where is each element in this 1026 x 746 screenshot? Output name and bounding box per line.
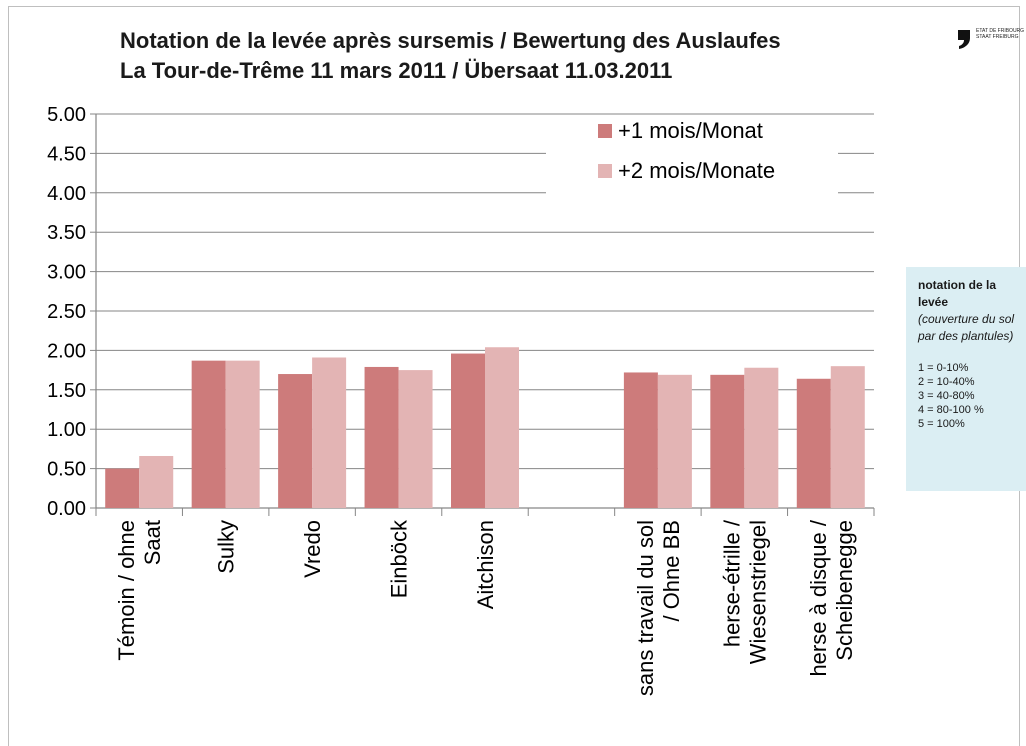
info-box-scale: 1 = 0-10% 2 = 10-40% 3 = 40-80% 4 = 80-1…: [918, 361, 1018, 431]
logo-text-line2: STAAT FREIBURG: [976, 34, 1019, 40]
bar: [278, 374, 313, 508]
canton-logo: ETAT DE FRIBOURG STAAT FREIBURG: [956, 28, 1026, 58]
x-tick-label: Aitchison: [473, 520, 498, 609]
bar: [191, 360, 226, 508]
y-tick-label: 1.00: [47, 419, 86, 441]
chart-subtitle: La Tour-de-Trême 11 mars 2011 / Übersaat…: [120, 58, 673, 83]
info-box-title: notation de la levée: [918, 278, 996, 309]
x-tick-label: / Ohne BB: [659, 520, 684, 622]
y-tick-label: 4.50: [47, 143, 86, 165]
info-box-description: (couverture du sol par des plantules): [918, 312, 1015, 343]
x-tick-label: herse-étrille /: [719, 519, 744, 647]
scale-item: 1 = 0-10%: [918, 362, 969, 374]
x-tick-label: Scheibenegge: [832, 520, 857, 661]
info-box: notation de la levée (couverture du sol …: [906, 267, 1026, 491]
chart-title: Notation de la levée après sursemis / Be…: [120, 26, 781, 86]
scale-item: 5 = 100%: [918, 418, 965, 430]
bar: [710, 374, 745, 508]
x-tick-label: herse à disque /: [806, 519, 831, 676]
scale-item: 2 = 10-40%: [918, 376, 975, 388]
y-tick-label: 2.50: [47, 301, 86, 323]
x-tick-label: Sulky: [214, 520, 239, 574]
x-tick-label: Wiesenstriegel: [745, 520, 770, 664]
y-tick-label: 3.00: [47, 262, 86, 284]
y-tick-label: 0.50: [47, 459, 86, 481]
bar: [744, 367, 779, 508]
y-tick-label: 5.00: [47, 104, 86, 126]
bar: [225, 360, 260, 508]
bar: [657, 374, 692, 508]
legend-swatch: [598, 164, 612, 178]
logo-text: ETAT DE FRIBOURG STAAT FREIBURG: [976, 28, 1024, 40]
y-tick-label: 1.50: [47, 380, 86, 402]
y-tick-label: 3.50: [47, 222, 86, 244]
bar: [312, 357, 347, 508]
x-tick-label: Vredo: [300, 520, 325, 578]
x-tick-label: Saat: [140, 520, 165, 565]
y-tick-label: 2.00: [47, 340, 86, 362]
legend-swatch: [598, 124, 612, 138]
logo-text-line1: ETAT DE FRIBOURG: [976, 28, 1025, 34]
y-tick-label: 0.00: [47, 498, 86, 520]
bar: [364, 366, 399, 508]
bar: [139, 455, 174, 508]
bar: [623, 372, 658, 508]
scale-item: 3 = 40-80%: [918, 390, 975, 402]
scale-item: 4 = 80-100 %: [918, 404, 984, 416]
legend-label: +1 mois/Monat: [618, 118, 763, 143]
bar: [830, 366, 865, 508]
chart-title-line1: Notation de la levée après sursemis / Be…: [120, 28, 781, 53]
bar: [451, 353, 485, 508]
logo-comma-icon: [958, 30, 970, 49]
bar: [485, 347, 519, 508]
x-tick-label: Einböck: [387, 519, 412, 598]
bar: [105, 468, 140, 508]
x-tick-label: Témoin / ohne: [114, 520, 139, 661]
y-tick-label: 4.00: [47, 183, 86, 205]
legend-label: +2 mois/Monate: [618, 158, 775, 183]
x-tick-label: sans travail du sol: [633, 520, 658, 696]
bar: [398, 370, 433, 508]
bar: [796, 378, 831, 508]
